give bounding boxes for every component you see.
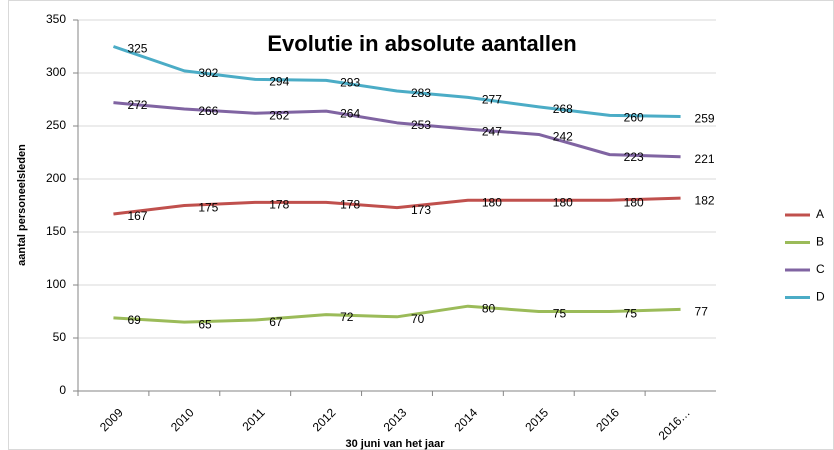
- line: [112, 45, 681, 118]
- data-label: 75: [624, 307, 638, 321]
- data-label: 302: [198, 66, 218, 80]
- line: [113, 304, 681, 324]
- legend-label: B: [816, 235, 824, 249]
- data-label: 223: [624, 150, 644, 164]
- data-label: 221: [695, 152, 715, 166]
- data-label: 80: [482, 301, 496, 315]
- data-label: 180: [553, 195, 573, 209]
- data-label: 293: [340, 76, 360, 90]
- data-label: 70: [411, 312, 425, 326]
- data-label: 325: [127, 42, 147, 56]
- line: [113, 101, 681, 159]
- data-label: 173: [411, 203, 431, 217]
- data-label: 272: [127, 98, 147, 112]
- y-tick-label: 0: [59, 383, 66, 397]
- data-label: 247: [482, 124, 502, 138]
- data-label: 67: [269, 315, 283, 329]
- x-axis-label: 30 juni van het jaar: [345, 438, 445, 450]
- data-label: 260: [624, 111, 644, 125]
- line: [113, 196, 681, 216]
- data-label: 262: [269, 108, 289, 122]
- y-tick-label: 100: [46, 277, 66, 291]
- y-tick-label: 350: [46, 12, 66, 26]
- data-label: 242: [553, 130, 573, 144]
- data-label: 69: [127, 313, 141, 327]
- legend-label: D: [816, 290, 825, 304]
- y-tick-label: 300: [46, 65, 66, 79]
- y-axis-label: aantal personeelsleden: [16, 144, 28, 266]
- legend-label: A: [816, 207, 824, 221]
- data-label: 294: [269, 75, 289, 89]
- data-label: 175: [198, 201, 218, 215]
- data-label: 182: [695, 193, 715, 207]
- chart-title: Evolutie in absolute aantallen: [267, 31, 576, 56]
- data-label: 283: [411, 86, 431, 100]
- legend-label: C: [816, 262, 825, 276]
- data-label: 268: [553, 102, 573, 116]
- y-tick-label: 150: [46, 224, 66, 238]
- data-label: 167: [127, 209, 147, 223]
- data-label: 266: [198, 104, 218, 118]
- data-label: 277: [482, 93, 502, 107]
- data-label: 178: [340, 197, 360, 211]
- data-label: 77: [695, 305, 709, 319]
- data-label: 180: [624, 195, 644, 209]
- data-label: 178: [269, 197, 289, 211]
- data-label: 264: [340, 106, 360, 120]
- data-label: 259: [695, 112, 715, 126]
- chart-frame: [8, 0, 834, 450]
- y-tick-label: 50: [53, 330, 67, 344]
- data-label: 72: [340, 310, 354, 324]
- data-label: 75: [553, 307, 567, 321]
- data-label: 253: [411, 118, 431, 132]
- y-tick-label: 250: [46, 118, 66, 132]
- data-label: 180: [482, 195, 502, 209]
- data-label: 65: [198, 317, 212, 331]
- y-tick-label: 200: [46, 171, 66, 185]
